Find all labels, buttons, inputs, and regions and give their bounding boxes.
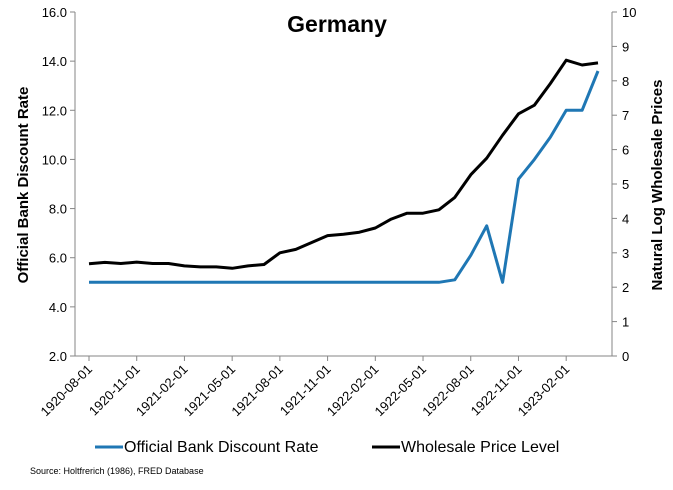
x-tick-label: 1921-08-01 <box>228 362 286 420</box>
right-axis-ticks: 0 1 2 3 4 5 6 7 8 9 10 <box>612 5 636 364</box>
left-tick-label: 2.0 <box>49 349 67 364</box>
right-tick-label: 7 <box>622 108 629 123</box>
x-tick-label: 1922-08-01 <box>419 362 477 420</box>
left-axis-title: Official Bank Discount Rate <box>15 87 32 284</box>
left-axis-ticks: 2.0 4.0 6.0 8.0 10.0 12.0 14.0 16.0 <box>42 5 75 364</box>
series-line-wholesale-price <box>88 58 599 270</box>
chart-title: Germany <box>287 11 387 37</box>
left-tick-label: 6.0 <box>49 251 67 266</box>
x-tick-label: 1920-08-01 <box>37 362 95 420</box>
left-tick-label: 10.0 <box>42 152 67 167</box>
left-tick-label: 4.0 <box>49 300 67 315</box>
legend-label-discount-rate: Official Bank Discount Rate <box>124 439 319 456</box>
series-line-discount-rate <box>89 70 600 284</box>
x-tick-label: 1923-02-01 <box>515 362 573 420</box>
right-tick-label: 3 <box>622 246 629 261</box>
left-tick-label: 14.0 <box>42 54 67 69</box>
left-tick-label: 16.0 <box>42 5 67 20</box>
right-tick-label: 0 <box>622 349 629 364</box>
source-note: Source: Holtfrerich (1986), FRED Databas… <box>30 466 204 476</box>
right-axis-title: Natural Log Wholesale Prices <box>649 80 666 291</box>
right-tick-label: 5 <box>622 177 629 192</box>
left-tick-label: 8.0 <box>49 202 67 217</box>
right-tick-label: 6 <box>622 143 629 158</box>
right-tick-label: 9 <box>622 39 629 54</box>
right-tick-label: 1 <box>622 315 629 330</box>
legend-label-wholesale-price: Wholesale Price Level <box>401 439 559 456</box>
legend: Official Bank Discount Rate Wholesale Pr… <box>95 439 559 456</box>
right-tick-label: 8 <box>622 74 629 89</box>
x-axis-ticks: 1920-08-011920-11-011921-02-011921-05-01… <box>37 356 572 419</box>
right-tick-label: 2 <box>622 280 629 295</box>
right-tick-label: 4 <box>622 211 629 226</box>
series-layer <box>88 58 600 284</box>
left-tick-label: 12.0 <box>42 103 67 118</box>
right-tick-label: 10 <box>622 5 636 20</box>
